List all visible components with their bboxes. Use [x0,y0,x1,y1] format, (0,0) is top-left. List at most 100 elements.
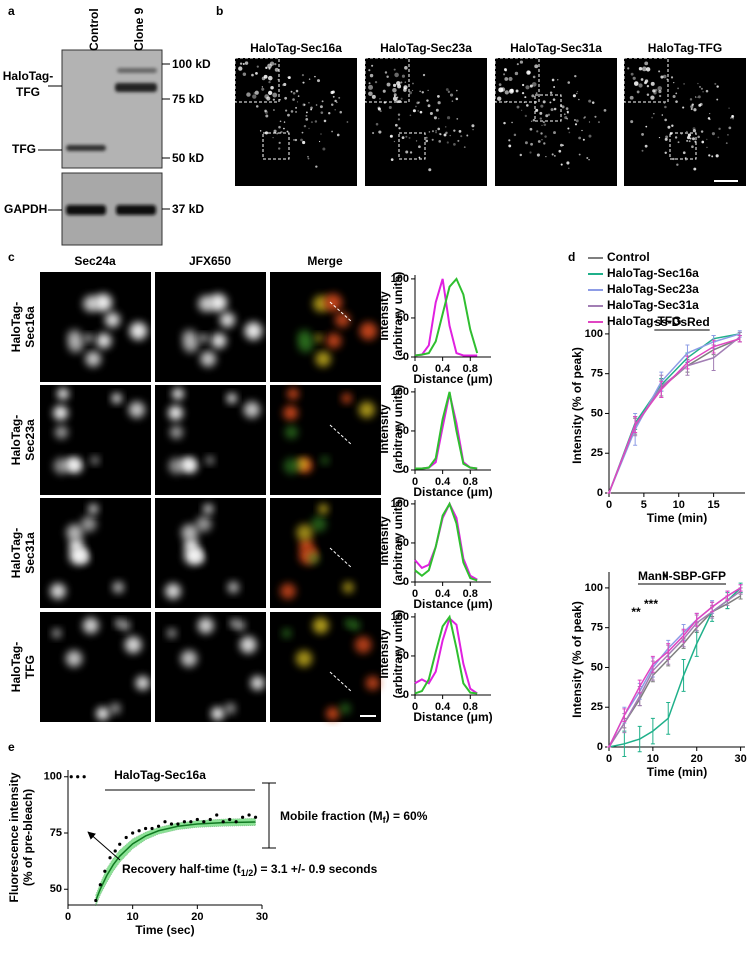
puncta [504,68,507,72]
puncta [521,109,523,111]
puncta [382,89,386,93]
puncta [514,71,519,76]
data-point [189,820,193,824]
puncta [342,581,355,594]
puncta [581,129,583,132]
puncta [169,425,184,439]
puncta [584,116,586,119]
puncta [503,73,506,76]
puncta [636,90,640,94]
puncta [267,75,273,81]
annotation-part: Recovery half-time (t [122,862,241,876]
puncta [653,113,655,115]
puncta [418,145,421,149]
puncta [431,130,435,133]
puncta [328,112,331,115]
puncta [295,106,298,109]
puncta [692,137,696,141]
data-point [82,775,86,779]
puncta [378,130,382,134]
puncta [540,132,543,135]
puncta [543,142,546,145]
puncta [278,141,281,144]
puncta [705,89,709,93]
puncta [195,516,212,532]
puncta [165,583,181,600]
puncta [553,154,556,157]
puncta [393,140,396,143]
puncta [437,101,441,105]
micrograph [495,58,617,186]
puncta [283,405,298,421]
annotation: * [663,571,668,585]
puncta [394,123,398,127]
puncta [567,81,571,84]
puncta [526,70,531,75]
puncta [273,109,275,111]
micrograph [624,58,746,186]
puncta [697,82,699,85]
puncta [315,104,318,106]
puncta [268,81,271,84]
puncta [283,121,286,123]
puncta [255,105,259,108]
puncta [268,67,271,70]
puncta [671,124,674,127]
puncta [281,628,292,638]
puncta [664,151,667,154]
marker-label: 75 kD [172,92,204,106]
puncta [293,139,295,141]
puncta [197,617,214,634]
y-tick-label: 100 [391,273,409,285]
puncta [574,119,576,121]
puncta [255,71,258,75]
puncta [96,707,110,721]
data-point [234,820,238,824]
puncta [336,101,338,104]
puncta [211,333,227,349]
puncta [659,94,662,98]
puncta [658,70,661,73]
annotation-part: Mobile fraction (M [280,809,383,823]
row-label: Sec16a [23,306,37,348]
puncta [453,143,456,146]
puncta [675,100,678,103]
puncta [346,121,349,123]
puncta [693,167,697,171]
data-point [113,849,117,853]
y-tick-label: 0 [403,351,409,363]
y-axis-label: (arbitrary units) [391,497,405,586]
puncta [336,133,340,137]
panel-label: e [8,740,15,754]
puncta [586,157,589,160]
puncta [242,72,247,76]
puncta [728,107,730,109]
puncta [640,78,644,81]
puncta [564,116,568,120]
data-point [202,820,206,824]
puncta [588,134,592,138]
puncta [706,138,708,141]
puncta [318,503,329,514]
data-point [144,826,148,831]
puncta [238,66,243,71]
puncta [530,142,533,146]
puncta [682,106,685,109]
puncta [269,61,275,66]
inset-box [364,57,410,103]
puncta [644,61,649,66]
puncta [415,105,417,108]
blot-band [117,68,157,73]
puncta [54,425,69,439]
puncta [314,75,316,78]
puncta [447,90,451,93]
puncta [302,140,306,145]
puncta [535,108,539,112]
x-axis-label: Time (min) [647,511,707,525]
puncta [700,130,704,133]
x-tick-label: 0 [412,701,418,713]
puncta [354,636,372,654]
puncta [287,76,291,80]
puncta [530,120,533,123]
y-tick-label: 100 [391,611,409,623]
